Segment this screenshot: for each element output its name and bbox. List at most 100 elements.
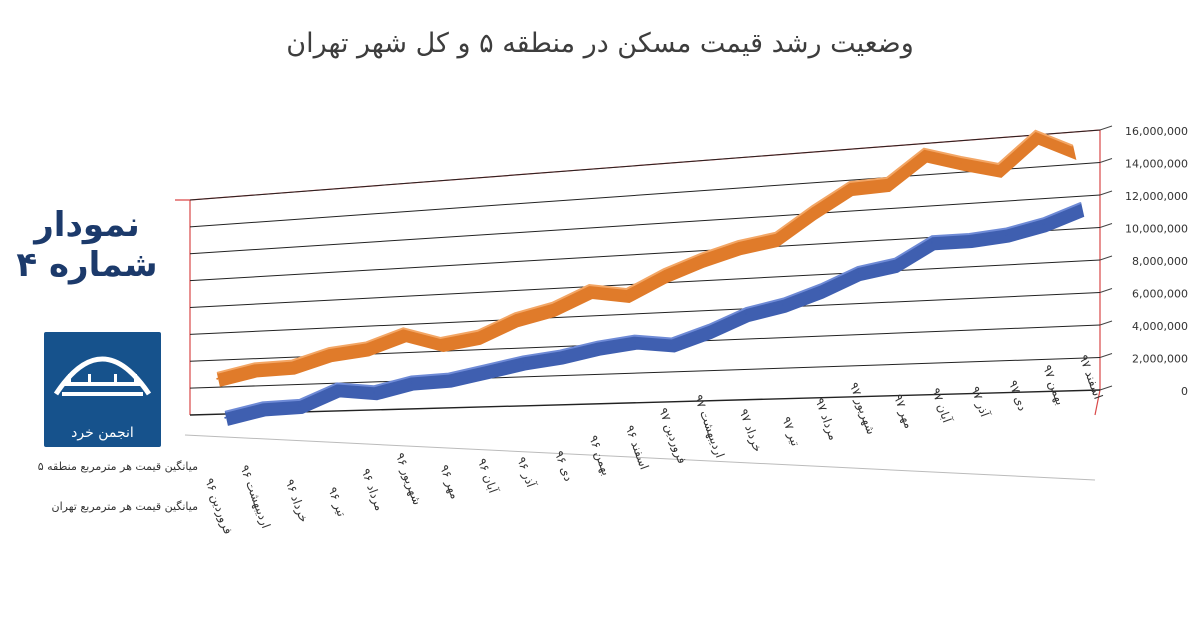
- series-point: [484, 370, 487, 373]
- x-tick-label: مهر ۹۶: [436, 463, 462, 501]
- series-point: [373, 391, 376, 394]
- association-logo: انجمن خرد: [44, 332, 161, 447]
- y-tick-label: 14,000,000: [1125, 158, 1188, 171]
- x-tick-label: خرداد ۹۷: [735, 407, 764, 454]
- series-point: [633, 340, 636, 343]
- y-tick-label: 4,000,000: [1132, 320, 1188, 333]
- x-tick-label: شهریور ۹۷: [846, 380, 879, 436]
- gridline-depth: [1099, 288, 1113, 293]
- chart-grid: [175, 125, 1113, 481]
- series-point: [513, 318, 516, 321]
- series-line-1: [225, 201, 1082, 413]
- series-point: [811, 211, 814, 214]
- chart-number-line-2: شماره ۴: [16, 245, 158, 285]
- chart-title: وضعیت رشد قیمت مسکن در منطقه ۵ و کل شهر …: [286, 28, 914, 59]
- x-tick-label: آبان ۹۶: [475, 456, 502, 495]
- series-point: [261, 407, 264, 410]
- x-tick-label: خرداد ۹۶: [282, 477, 311, 524]
- series-point: [216, 377, 219, 380]
- series-point: [327, 353, 330, 356]
- x-tick-label: اردیبهشت ۹۶: [236, 463, 273, 530]
- x-tick-label: مرداد ۹۷: [811, 396, 840, 442]
- series-point: [476, 335, 479, 338]
- x-tick-label: مهر ۹۷: [890, 392, 916, 430]
- series-point: [707, 329, 710, 332]
- y-tick-label: 6,000,000: [1132, 288, 1188, 301]
- series-point: [930, 241, 933, 244]
- series-point: [559, 355, 562, 358]
- series-point: [782, 303, 785, 306]
- series-point: [439, 343, 442, 346]
- series-point: [521, 361, 524, 364]
- series-point: [1034, 135, 1037, 138]
- x-tick-label: شهریور ۹۶: [392, 451, 425, 507]
- y-axis-ticks: 0 2,000,000 4,000,000 6,000,000 8,000,000 10,…: [1125, 125, 1188, 398]
- gridline: [189, 194, 1101, 255]
- series-point: [670, 343, 673, 346]
- gridline-depth: [1099, 385, 1113, 391]
- series-point: [774, 237, 777, 240]
- gridline-depth: [1099, 353, 1113, 358]
- gridline-depth: [1099, 158, 1113, 163]
- y-tick-label: 8,000,000: [1132, 255, 1188, 268]
- x-tick-label: دی ۹۷: [1006, 378, 1030, 412]
- dome-logo-icon: [53, 356, 152, 396]
- gridline: [189, 162, 1101, 228]
- series-point: [410, 381, 413, 384]
- gridline: [189, 129, 1101, 201]
- legend-entry-tehran: میانگین قیمت هر مترمربع تهران: [51, 500, 198, 513]
- series-point: [960, 161, 963, 164]
- series-point: [447, 378, 450, 381]
- floor-edge: [184, 434, 1096, 481]
- gridline-depth: [1099, 223, 1113, 228]
- series-point: [744, 313, 747, 316]
- x-tick-label: آذر ۹۶: [513, 455, 539, 490]
- gridline: [189, 292, 1101, 335]
- series-point: [224, 416, 227, 419]
- x-tick-label: تیر ۹۷: [778, 415, 802, 449]
- x-tick-label: فروردین ۹۷: [655, 406, 689, 466]
- gridline-depth: [1099, 255, 1113, 261]
- chart-series: [216, 129, 1085, 426]
- x-tick-label: اردیبهشت ۹۷: [690, 393, 727, 460]
- x-tick-label: آبان ۹۷: [929, 386, 956, 425]
- gridline-depth: [1099, 125, 1113, 131]
- series-point: [298, 404, 301, 407]
- y-tick-label: 10,000,000: [1125, 223, 1188, 236]
- series-ribbon-1: [224, 202, 1085, 426]
- series-point: [997, 168, 1000, 171]
- y-tick-label: 0: [1181, 385, 1188, 398]
- x-tick-label: اسفند ۹۶: [623, 423, 652, 471]
- series-point: [1079, 207, 1082, 210]
- series-point: [402, 333, 405, 336]
- x-tick-label: فروردین ۹۶: [201, 476, 235, 536]
- x-tick-label: تیر ۹۶: [324, 485, 348, 519]
- series-line-0: [217, 129, 1074, 374]
- series-point: [662, 274, 665, 277]
- y-tick-label: 12,000,000: [1125, 190, 1188, 203]
- series-point: [893, 263, 896, 266]
- series-point: [253, 368, 256, 371]
- gridline-depth: [1099, 190, 1113, 196]
- series-point: [819, 289, 822, 292]
- gridline-depth: [1099, 320, 1113, 326]
- series-point: [699, 258, 702, 261]
- series-point: [736, 246, 739, 249]
- chart-number-label: نمودار شماره ۴: [12, 205, 162, 285]
- legend-entry-district-5: میانگین قیمت هر مترمربع منطقه ۵: [37, 460, 198, 473]
- series-point: [922, 153, 925, 156]
- chart-number-line-1: نمودار: [34, 205, 140, 245]
- series-point: [625, 294, 628, 297]
- y-tick-label: 16,000,000: [1125, 125, 1188, 138]
- logo-caption: انجمن خرد: [71, 425, 134, 441]
- series-point: [856, 272, 859, 275]
- x-tick-label: مرداد ۹۶: [358, 467, 387, 513]
- series-point: [365, 347, 368, 350]
- series-point: [1071, 150, 1074, 153]
- gridline: [189, 389, 1101, 416]
- series-point: [551, 307, 554, 310]
- series-point: [1005, 233, 1008, 236]
- series-point: [848, 187, 851, 190]
